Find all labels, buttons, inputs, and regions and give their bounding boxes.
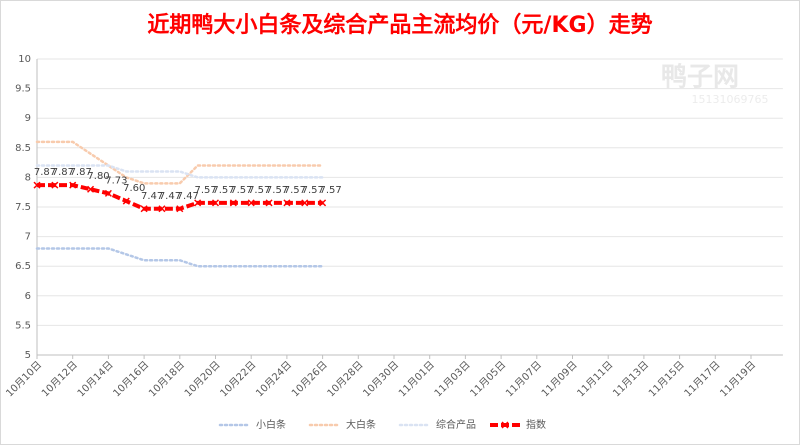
data-label: 7.47: [159, 191, 181, 202]
y-tick-label: 7: [25, 232, 31, 243]
data-label: 7.57: [248, 185, 270, 196]
y-tick-label: 8.5: [15, 143, 31, 154]
chart-title: 近期鸭大小白条及综合产品主流均价（元/KG）走势: [147, 12, 652, 38]
data-marker: [140, 205, 148, 213]
data-label: 7.57: [319, 185, 341, 196]
data-marker: [122, 197, 130, 205]
data-label: 7.60: [123, 183, 145, 194]
data-label: 7.47: [177, 191, 199, 202]
data-marker: [104, 189, 112, 197]
data-label: 7.57: [266, 185, 288, 196]
data-label: 7.87: [70, 167, 92, 178]
data-marker: [69, 181, 77, 189]
data-marker: [319, 199, 327, 207]
legend-label: 指数: [526, 418, 546, 431]
data-label: 7.87: [34, 167, 56, 178]
legend-label: 综合产品: [436, 418, 476, 431]
data-label: 7.57: [195, 185, 217, 196]
data-label: 7.80: [87, 171, 109, 182]
series-line: [35, 140, 324, 185]
watermark: 鸭子网: [661, 63, 739, 93]
data-marker: [194, 199, 202, 207]
data-label: 7.87: [52, 167, 74, 178]
legend-label: 大白条: [346, 418, 376, 431]
data-marker: [158, 205, 166, 213]
data-marker: [265, 199, 273, 207]
legend-marker: [501, 421, 509, 429]
y-tick-label: 6: [25, 291, 31, 302]
data-marker: [51, 181, 59, 189]
data-marker: [229, 199, 237, 207]
data-marker: [283, 199, 291, 207]
data-marker: [247, 199, 255, 207]
watermark: 15131069765: [692, 93, 769, 106]
data-label: 7.47: [141, 191, 163, 202]
y-tick-label: 10: [18, 54, 31, 65]
data-label: 7.57: [230, 185, 252, 196]
series-line: [35, 247, 324, 268]
y-tick-label: 5.5: [15, 320, 31, 331]
data-marker: [87, 185, 95, 193]
data-marker: [33, 181, 41, 189]
legend-label: 小白条: [256, 418, 286, 431]
y-tick-label: 9.5: [15, 84, 31, 95]
y-tick-label: 5: [25, 350, 31, 361]
y-tick-label: 8: [25, 172, 31, 183]
data-marker: [301, 199, 309, 207]
data-marker: [211, 199, 220, 207]
y-tick-label: 7.5: [15, 202, 31, 213]
y-tick-label: 9: [25, 113, 31, 124]
y-tick-label: 6.5: [15, 261, 31, 272]
data-label: 7.57: [212, 185, 234, 196]
data-label: 7.57: [302, 185, 324, 196]
data-label: 7.73: [105, 175, 127, 186]
data-marker: [176, 205, 184, 213]
data-label: 7.57: [284, 185, 306, 196]
series-line: [35, 164, 324, 179]
